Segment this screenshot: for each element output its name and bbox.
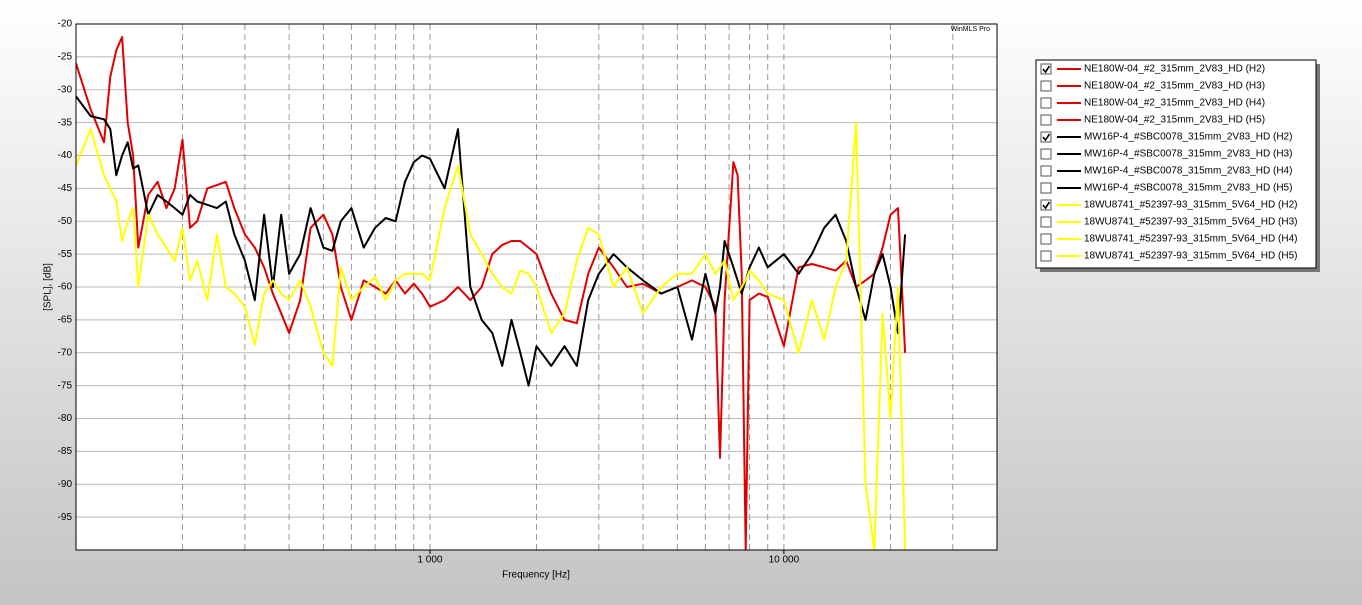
legend-entry[interactable]: 18WU8741_#52397-93_315mm_5V64_HD (H3) [1040, 216, 1297, 228]
legend-entry[interactable]: NE180W-04_#2_315mm_2V83_HD (H5) [1040, 114, 1265, 126]
legend-label: MW16P-4_#SBC0078_315mm_2V83_HD (H4) [1084, 166, 1292, 177]
x-axis-label: Frequency [Hz] [502, 570, 570, 581]
legend-checkbox[interactable] [1040, 250, 1052, 262]
legend-entry[interactable]: 18WU8741_#52397-93_315mm_5V64_HD (H2) [1040, 199, 1297, 211]
legend-label: NE180W-04_#2_315mm_2V83_HD (H4) [1084, 98, 1265, 109]
legend-entry[interactable]: 18WU8741_#52397-93_315mm_5V64_HD (H5) [1040, 250, 1297, 262]
y-tick-label: -95 [58, 512, 73, 523]
y-tick-label: -55 [58, 249, 73, 260]
legend-checkbox[interactable] [1040, 233, 1052, 245]
legend-checkbox[interactable] [1040, 148, 1052, 160]
watermark: WinMLS Pro [951, 26, 990, 33]
legend-check [1042, 65, 1051, 74]
y-tick-label: -50 [58, 216, 73, 227]
series-line [76, 121, 907, 550]
legend-label: 18WU8741_#52397-93_315mm_5V64_HD (H4) [1084, 234, 1297, 245]
y-tick-label: -45 [58, 183, 73, 194]
y-tick-label: -70 [58, 347, 73, 358]
legend-label: NE180W-04_#2_315mm_2V83_HD (H5) [1084, 115, 1265, 126]
y-tick-label: -40 [58, 150, 73, 161]
legend-label: MW16P-4_#SBC0078_315mm_2V83_HD (H3) [1084, 149, 1292, 160]
legend-checkbox[interactable] [1040, 182, 1052, 194]
legend-checkbox[interactable] [1040, 131, 1052, 143]
legend [1035, 59, 1317, 269]
legend-entry[interactable]: NE180W-04_#2_315mm_2V83_HD (H2) [1040, 63, 1265, 75]
legend-entry[interactable]: NE180W-04_#2_315mm_2V83_HD (H3) [1040, 80, 1265, 92]
y-tick-label: -20 [58, 19, 73, 30]
legend-checkbox[interactable] [1040, 199, 1052, 211]
y-tick-label: -80 [58, 413, 73, 424]
x-tick-label: 1 000 [417, 555, 442, 566]
legend-label: 18WU8741_#52397-93_315mm_5V64_HD (H2) [1084, 200, 1297, 211]
y-axis-label: [SPL], [dB] [43, 263, 54, 311]
series-line [76, 95, 907, 387]
plot-border [75, 23, 998, 551]
legend-label: NE180W-04_#2_315mm_2V83_HD (H2) [1084, 64, 1265, 75]
legend-label: 18WU8741_#52397-93_315mm_5V64_HD (H3) [1084, 217, 1297, 228]
legend-entry[interactable]: MW16P-4_#SBC0078_315mm_2V83_HD (H2) [1040, 131, 1292, 143]
legend-label: 18WU8741_#52397-93_315mm_5V64_HD (H5) [1084, 251, 1297, 262]
legend-label: MW16P-4_#SBC0078_315mm_2V83_HD (H2) [1084, 132, 1292, 143]
y-tick-label: -75 [58, 380, 73, 391]
y-tick-label: -85 [58, 446, 73, 457]
legend-entry[interactable]: NE180W-04_#2_315mm_2V83_HD (H4) [1040, 97, 1265, 109]
y-tick-label: -25 [58, 52, 73, 63]
legend-checkbox[interactable] [1040, 114, 1052, 126]
legend-check [1042, 201, 1051, 210]
legend-label: MW16P-4_#SBC0078_315mm_2V83_HD (H5) [1084, 183, 1292, 194]
legend-entry[interactable]: 18WU8741_#52397-93_315mm_5V64_HD (H4) [1040, 233, 1297, 245]
series-line [76, 36, 907, 550]
legend-entry[interactable]: MW16P-4_#SBC0078_315mm_2V83_HD (H4) [1040, 165, 1292, 177]
legend-checkbox[interactable] [1040, 80, 1052, 92]
x-tick-label: 10 000 [769, 555, 800, 566]
y-tick-label: -30 [58, 84, 73, 95]
legend-check [1042, 133, 1051, 142]
legend-checkbox[interactable] [1040, 97, 1052, 109]
legend-checkbox[interactable] [1040, 63, 1052, 75]
legend-entry[interactable]: MW16P-4_#SBC0078_315mm_2V83_HD (H5) [1040, 182, 1292, 194]
y-tick-label: -35 [58, 117, 73, 128]
y-tick-label: -65 [58, 315, 73, 326]
legend-label: NE180W-04_#2_315mm_2V83_HD (H3) [1084, 81, 1265, 92]
legend-entry[interactable]: MW16P-4_#SBC0078_315mm_2V83_HD (H3) [1040, 148, 1292, 160]
legend-checkbox[interactable] [1040, 165, 1052, 177]
y-tick-label: -60 [58, 282, 73, 293]
legend-checkbox[interactable] [1040, 216, 1052, 228]
y-tick-label: -90 [58, 479, 73, 490]
